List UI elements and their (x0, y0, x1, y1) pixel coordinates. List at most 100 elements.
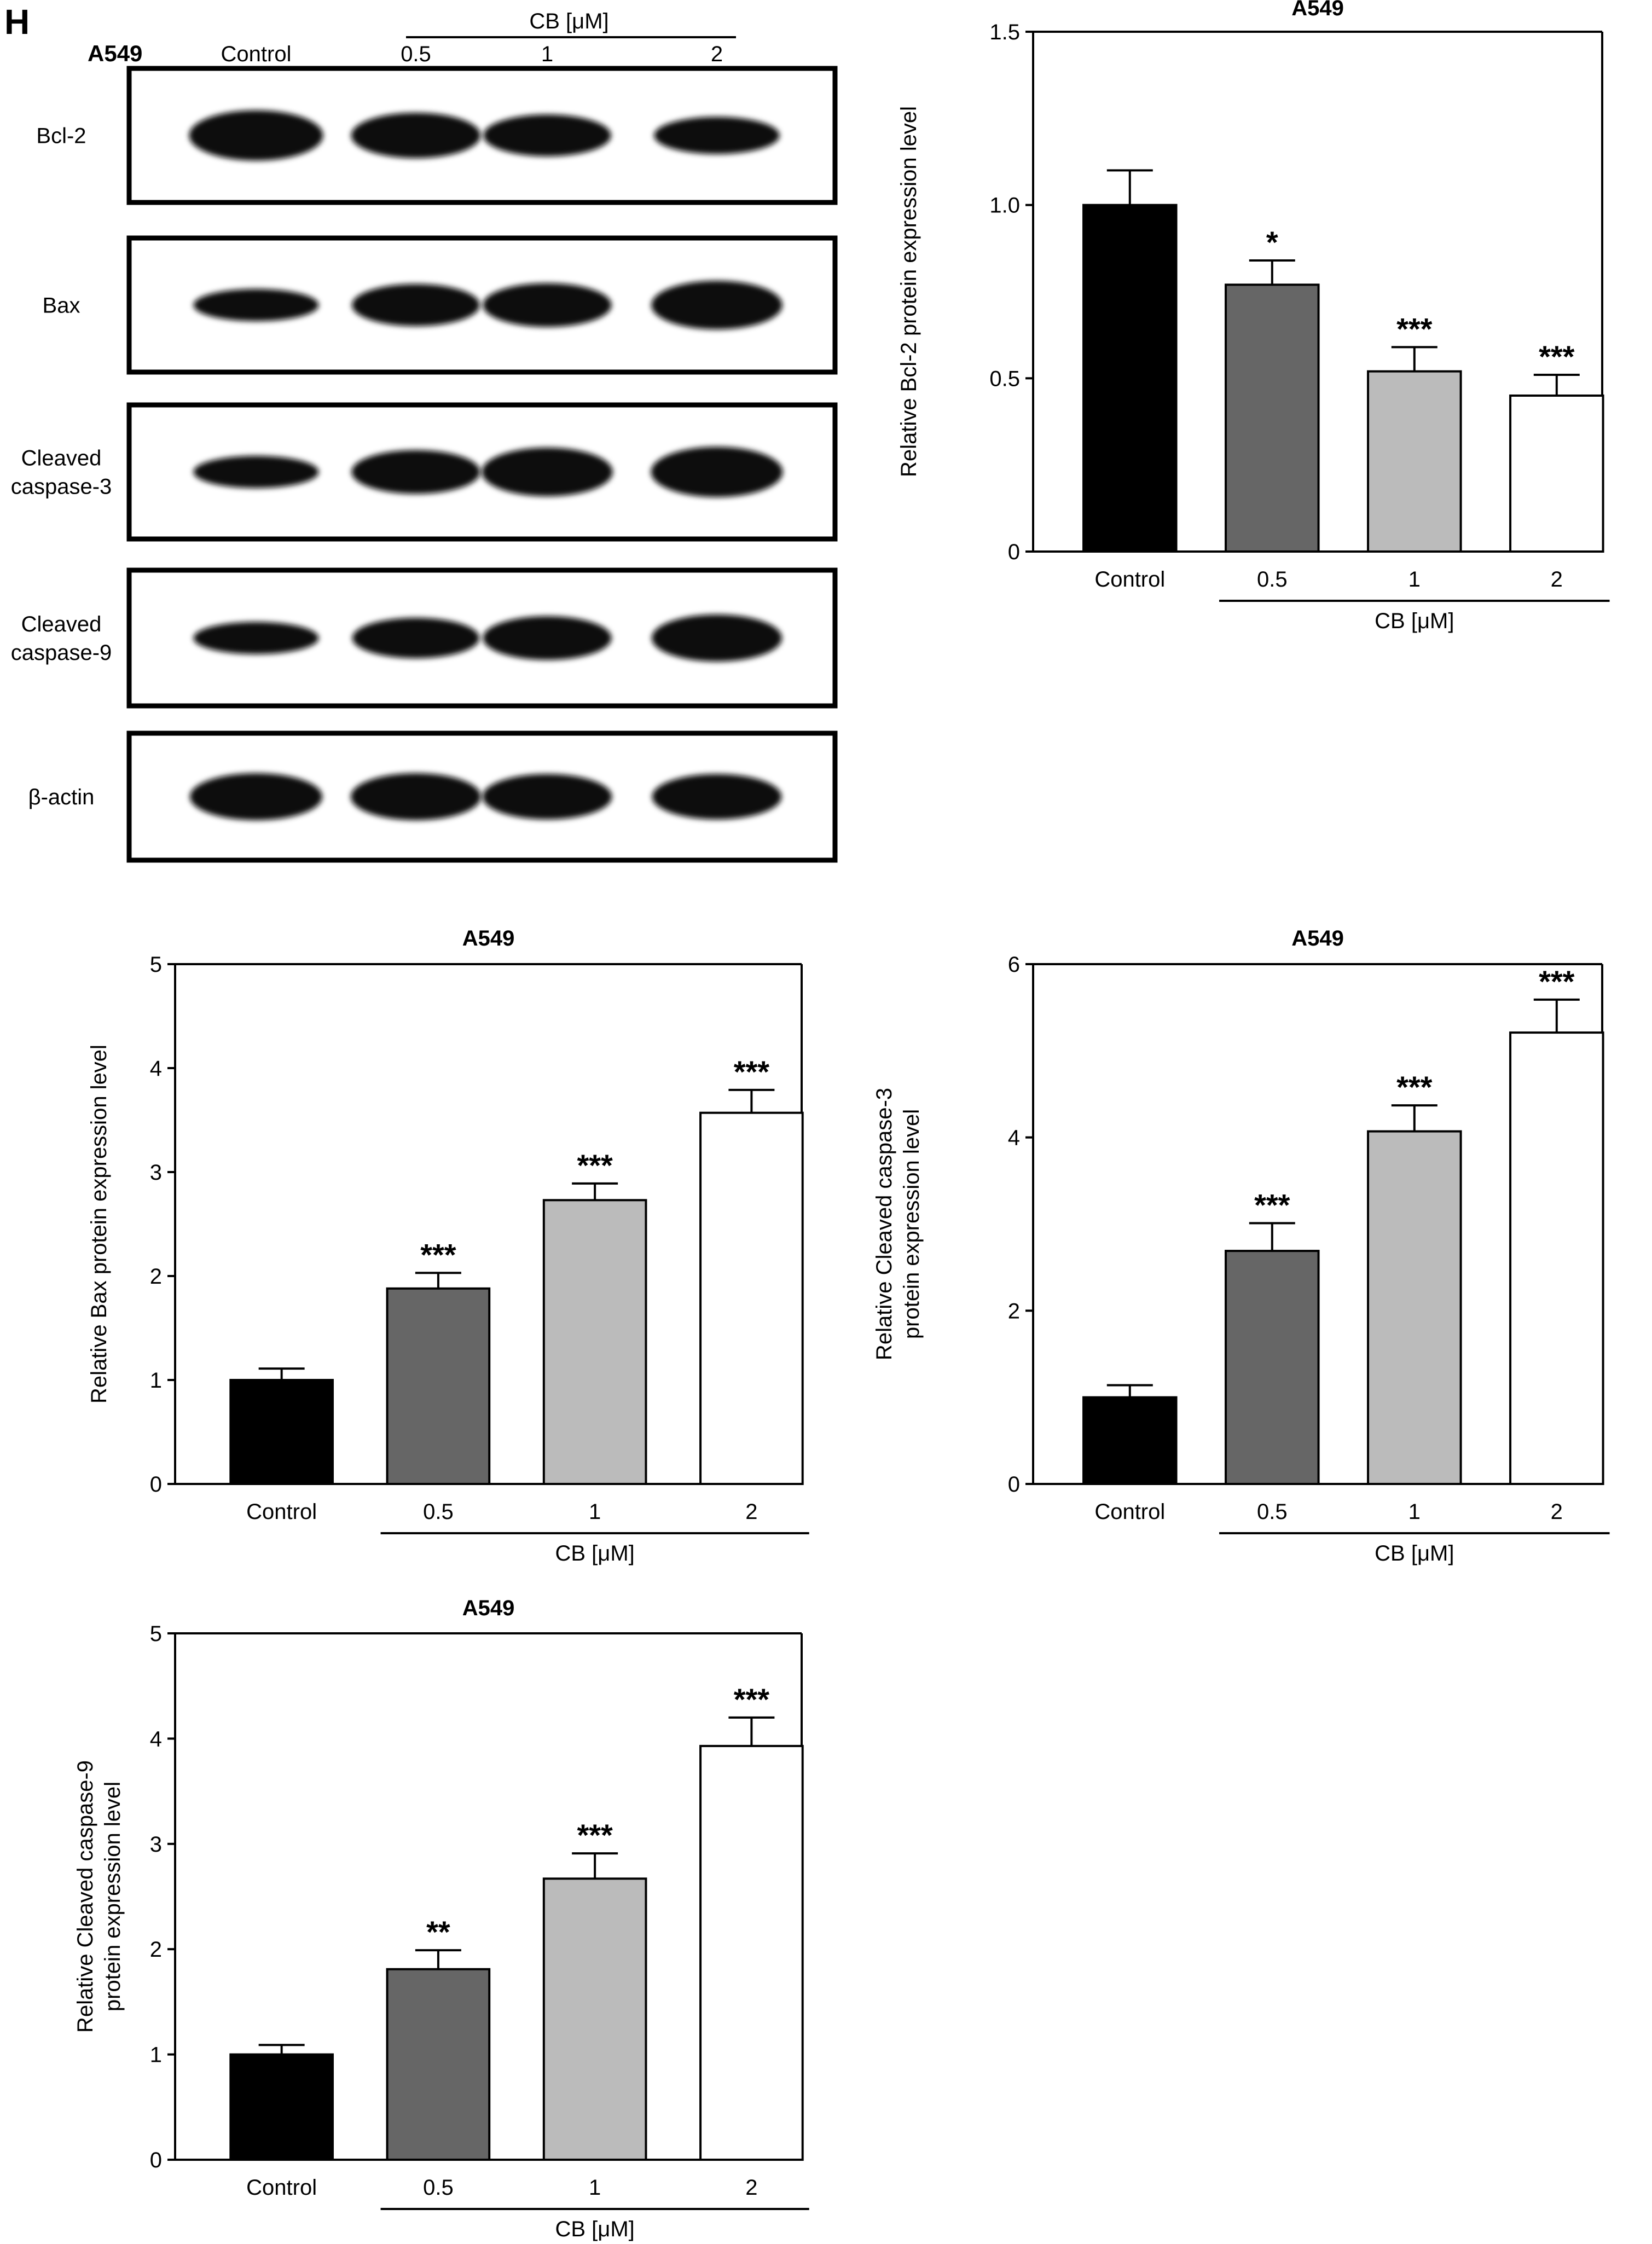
blot-row-bcl-2: Bcl-2 (36, 66, 838, 205)
bax-bar-chart: A549 0 1 2 3 4 5 Relative Bax protein expressio… (87, 926, 809, 1565)
blot-band (352, 618, 480, 658)
blot-band (651, 447, 783, 497)
x-tick-label-2: 2 (745, 1500, 757, 1524)
significance-label: *** (1396, 311, 1433, 346)
y-tick-label: 0.5 (989, 367, 1020, 391)
x-tick-label-1: 1 (589, 2176, 601, 2200)
blot-lane-label-1: 1 (541, 42, 553, 66)
chart-title: A549 (1291, 926, 1344, 950)
significance-label: *** (1254, 1187, 1290, 1222)
blot-row-label: Bcl-2 (36, 124, 86, 148)
blot-row-label: Cleaved caspase-3 (11, 447, 112, 499)
x-tick-label-control: Control (1094, 1500, 1165, 1524)
blot-row-label: Bax (43, 294, 80, 318)
blot-group-label: CB [μM] (529, 9, 608, 33)
bar-0-5 (1225, 1250, 1320, 1485)
x-tick-label-0-5: 0.5 (423, 2176, 454, 2200)
significance-label: *** (1539, 964, 1575, 999)
group-label: CB [μM] (1375, 1541, 1454, 1565)
y-tick-label: 0 (150, 1472, 162, 1497)
x-tick-label-2: 2 (745, 2176, 757, 2200)
bar-control (229, 2053, 334, 2161)
y-tick-label: 2 (1008, 1299, 1020, 1323)
significance-label: *** (734, 1682, 770, 1717)
y-tick-label: 3 (150, 1161, 162, 1185)
bar-2 (1509, 1031, 1604, 1486)
blot-control-label: Control (221, 42, 292, 66)
y-axis-label: Relative Cleaved caspase-3 protein expres… (872, 1088, 924, 1360)
blot-lane-label-2: 2 (711, 42, 723, 66)
y-tick-label: 5 (150, 1622, 162, 1646)
bar-control (1082, 1396, 1178, 1486)
blot-row-cleaved-caspase-9: Cleaved caspase-9 (11, 567, 838, 709)
blot-band (351, 773, 481, 820)
y-tick-label: 1.5 (989, 20, 1020, 44)
significance-label: *** (734, 1054, 770, 1089)
bar-2 (1509, 395, 1604, 553)
bar-control (229, 1379, 334, 1485)
y-tick-label: 2 (150, 1938, 162, 1962)
x-tick-label-0-5: 0.5 (423, 1500, 454, 1524)
y-tick-label: 3 (150, 1833, 162, 1857)
blot-cell-line-label: A549 (88, 40, 142, 66)
x-tick-label-1: 1 (589, 1500, 601, 1524)
western-blot: Bcl-2 Bax Cleaved caspase-3 Cleaved caspase-9… (11, 66, 838, 863)
chart-title: A549 (462, 1596, 515, 1620)
blot-lane-label-0-5: 0.5 (401, 42, 431, 66)
y-tick-label: 5 (150, 953, 162, 977)
y-tick-label: 0 (1008, 1472, 1020, 1497)
blot-band (482, 774, 612, 820)
y-axis-label: Relative Cleaved caspase-9 protein expres… (73, 1760, 125, 2033)
bar-1 (1367, 370, 1462, 553)
y-tick-label: 6 (1008, 953, 1020, 977)
chart-title: A549 (1291, 0, 1344, 20)
blot-band (193, 622, 319, 654)
cleaved-caspase9-bar-chart: A549 0 1 2 3 4 5 Relative Cleaved caspase-9 prot… (73, 1596, 809, 2241)
blot-row-label: Cleaved caspase-9 (11, 612, 112, 665)
bcl2-bar-chart: A549 0 0.5 1.0 1.5 Relative Bcl-2 protein exp… (897, 0, 1610, 633)
x-tick-label-1: 1 (1408, 567, 1421, 592)
bar-1 (542, 1199, 647, 1486)
panel-letter: H (4, 2, 30, 42)
significance-label: *** (1396, 1070, 1433, 1104)
blot-band (193, 289, 319, 321)
chart-title: A549 (462, 926, 515, 950)
blot-band (482, 448, 613, 496)
significance-label: ** (426, 1915, 450, 1949)
y-tick-label: 1 (150, 2043, 162, 2067)
significance-label: *** (577, 1818, 613, 1852)
group-label: CB [μM] (555, 1541, 635, 1565)
blot-band (189, 110, 323, 161)
bar-control (1082, 204, 1178, 553)
blot-band (351, 450, 480, 494)
bar-1 (542, 1877, 647, 2161)
cleaved-caspase3-bar-chart: A549 0 2 4 6 Relative Cleaved caspase-3 protei… (872, 926, 1610, 1565)
blot-row-cleaved-caspase-3: Cleaved caspase-3 (11, 402, 838, 542)
blot-band (351, 113, 481, 158)
significance-label: *** (1539, 339, 1575, 374)
blot-row-actin: β-actin (28, 730, 838, 863)
blot-band (193, 456, 319, 488)
x-tick-label-0-5: 0.5 (1257, 1500, 1288, 1524)
blot-band (190, 773, 322, 820)
blot-lane-labels: 0.5 1 2 (401, 42, 723, 66)
bar-2 (699, 1111, 804, 1485)
significance-label: * (1266, 225, 1278, 259)
blot-band (483, 114, 611, 156)
group-label: CB [μM] (555, 2217, 635, 2241)
bar-0-5 (386, 1968, 491, 2161)
y-axis-label: Relative Bcl-2 protein expression level (897, 106, 921, 477)
blot-row-label: β-actin (28, 785, 95, 809)
x-tick-label-control: Control (246, 2176, 317, 2200)
x-tick-label-0-5: 0.5 (1257, 567, 1288, 592)
blot-band (652, 614, 782, 662)
blot-band (483, 616, 612, 660)
blot-band (483, 283, 612, 327)
bar-0-5 (386, 1287, 491, 1486)
x-tick-label-2: 2 (1551, 1500, 1563, 1524)
y-tick-label: 4 (150, 1727, 162, 1751)
blot-row-bax: Bax (43, 235, 838, 375)
y-tick-label: 0 (1008, 540, 1020, 564)
x-tick-label-2: 2 (1551, 567, 1563, 592)
